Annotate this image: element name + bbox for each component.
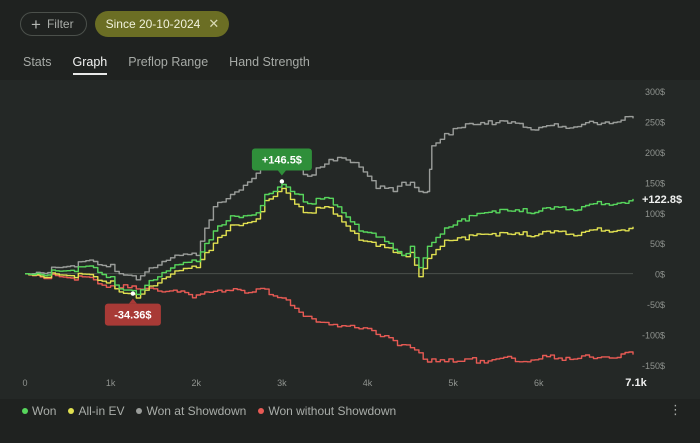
y-tick-label: 100$ — [645, 209, 665, 219]
max-point — [279, 179, 285, 184]
max-label: +146.5$ — [262, 154, 302, 166]
tab-bar: Stats Graph Preflop Range Hand Strength — [23, 55, 310, 75]
close-icon[interactable]: ✕ — [208, 16, 220, 31]
y-tick-label: 250$ — [645, 117, 665, 127]
x-tick-label: 5k — [448, 378, 458, 388]
legend-label: Won without Showdown — [268, 404, 397, 418]
min-label-box — [104, 303, 161, 326]
y-tick-label: -100$ — [642, 331, 665, 341]
date-filter-chip-label: Since 20-10-2024 — [105, 17, 201, 31]
min-label-pointer — [128, 298, 137, 304]
plus-icon: + — [31, 14, 41, 34]
series-line-won-without-showdown — [25, 273, 634, 364]
y-tick-label: -50$ — [647, 300, 665, 310]
min-label: -34.36$ — [114, 310, 151, 322]
date-filter-chip[interactable]: Since 20-10-2024 ✕ — [94, 11, 230, 37]
tab-hand-strength[interactable]: Hand Strength — [229, 55, 310, 69]
x-tick-label: 6k — [534, 378, 544, 388]
legend-label: Won — [32, 404, 57, 418]
legend-label: All-in EV — [78, 404, 125, 418]
tab-graph[interactable]: Graph — [72, 55, 108, 75]
profit-graph[interactable]: 300$ 250$ 200$ 150$ 100$ 50$ 0$ -50$ -100$ -150$ 0… — [0, 80, 700, 399]
y-tick-label: 200$ — [645, 148, 665, 158]
legend-item-won-without-showdown[interactable]: Won without Showdown — [258, 404, 396, 418]
end-value-label: +122.8$ — [642, 194, 682, 206]
x-tick-label: 2k — [192, 378, 202, 388]
legend-item-won-at-showdown[interactable]: Won at Showdown — [136, 404, 246, 418]
legend-marker — [136, 408, 143, 414]
y-tick-label: 0$ — [655, 270, 665, 280]
x-tick-label: 3k — [277, 378, 287, 388]
min-point — [130, 291, 136, 296]
series-line-won — [25, 183, 634, 296]
ellipsis-vertical-icon[interactable]: ⋮ — [669, 402, 682, 417]
x-tick-label: 0 — [22, 378, 27, 388]
y-tick-label: 300$ — [645, 87, 665, 97]
max-label-pointer — [277, 170, 286, 176]
legend-marker — [258, 408, 265, 414]
series-line-won-at-showdown — [25, 115, 634, 281]
tab-preflop-range[interactable]: Preflop Range — [128, 55, 209, 69]
chart-legend: Won All-in EV Won at Showdown Won withou… — [22, 404, 396, 418]
y-tick-label: 150$ — [645, 178, 665, 188]
legend-marker — [68, 408, 75, 414]
legend-marker — [22, 408, 28, 414]
x-tick-label: 1k — [106, 378, 116, 388]
series-line-all-in-ev — [25, 187, 634, 299]
filter-bar: + Filter Since 20-10-2024 ✕ — [20, 11, 230, 37]
x-tick-label: 7.1k — [625, 377, 647, 389]
legend-label: Won at Showdown — [146, 404, 247, 418]
filter-button[interactable]: + Filter — [20, 12, 87, 36]
legend-item-all-in-ev[interactable]: All-in EV — [68, 404, 124, 418]
graph-panel: 300$ 250$ 200$ 150$ 100$ 50$ 0$ -50$ -100$ -150$ 0… — [0, 80, 700, 399]
y-tick-label: 50$ — [650, 239, 665, 249]
y-tick-label: -150$ — [642, 361, 665, 371]
max-label-box — [251, 148, 312, 171]
legend-item-won[interactable]: Won — [22, 404, 56, 418]
filter-button-label: Filter — [46, 17, 74, 31]
tab-stats[interactable]: Stats — [23, 55, 52, 69]
x-tick-label: 4k — [363, 378, 373, 388]
